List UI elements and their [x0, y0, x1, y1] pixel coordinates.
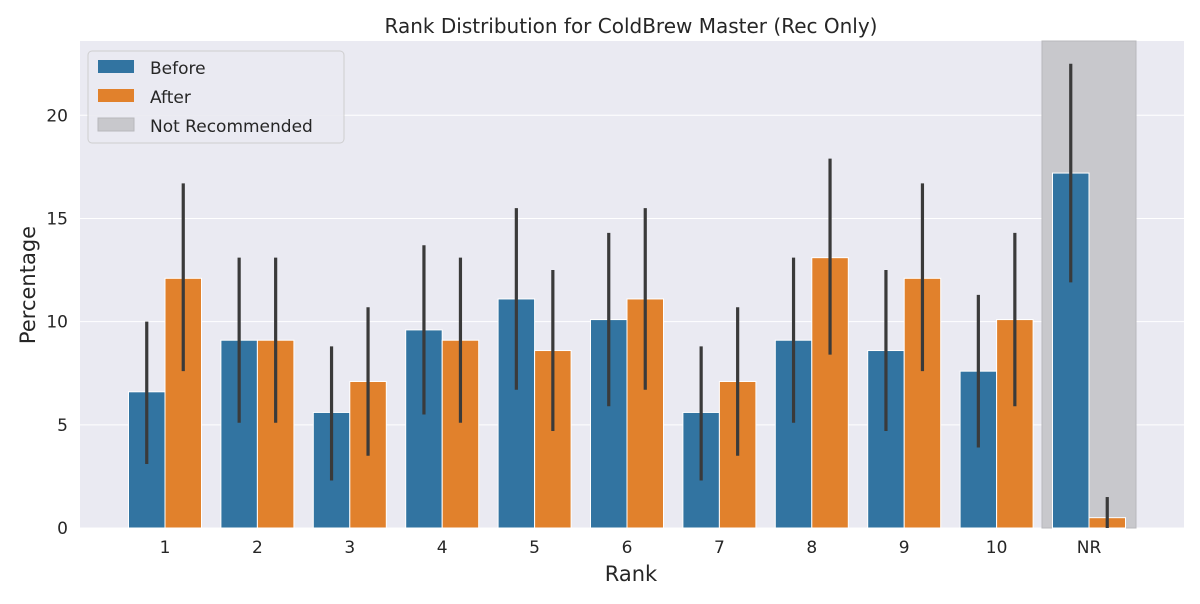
x-tick-label: 6	[622, 538, 633, 558]
y-tick-label: 5	[57, 416, 68, 436]
legend-swatch-before	[98, 60, 134, 73]
legend: Before After Not Recommended	[87, 50, 345, 144]
legend-label-before: Before	[150, 59, 206, 79]
x-tick-labels: 1 2 3 4 5 6 7 8 9 10 NR	[160, 538, 1102, 558]
y-tick-label: 10	[46, 313, 68, 333]
x-tick-label: NR	[1077, 538, 1102, 558]
y-tick-label: 0	[57, 519, 68, 539]
x-tick-label: 5	[529, 538, 540, 558]
legend-frame	[87, 50, 345, 144]
x-tick-label: 9	[899, 538, 910, 558]
y-tick-label: 15	[46, 209, 68, 229]
y-tick-labels: 0 5 10 15 20	[46, 106, 68, 539]
x-tick-label: 3	[344, 538, 355, 558]
x-axis-label: Rank	[605, 562, 658, 586]
x-tick-label: 8	[806, 538, 817, 558]
x-tick-label: 1	[160, 538, 171, 558]
x-tick-label: 10	[986, 538, 1008, 558]
chart-title: Rank Distribution for ColdBrew Master (R…	[385, 14, 878, 38]
x-tick-label: 2	[252, 538, 263, 558]
y-axis-label: Percentage	[16, 226, 40, 344]
legend-label-not-recommended: Not Recommended	[150, 117, 313, 137]
x-tick-label: 4	[437, 538, 448, 558]
legend-label-after: After	[150, 88, 191, 108]
error-bars	[145, 63, 1109, 528]
x-tick-label: 7	[714, 538, 725, 558]
y-tick-label: 20	[46, 106, 68, 126]
legend-swatch-not-recommended	[97, 117, 135, 132]
legend-swatch-after	[98, 89, 134, 102]
